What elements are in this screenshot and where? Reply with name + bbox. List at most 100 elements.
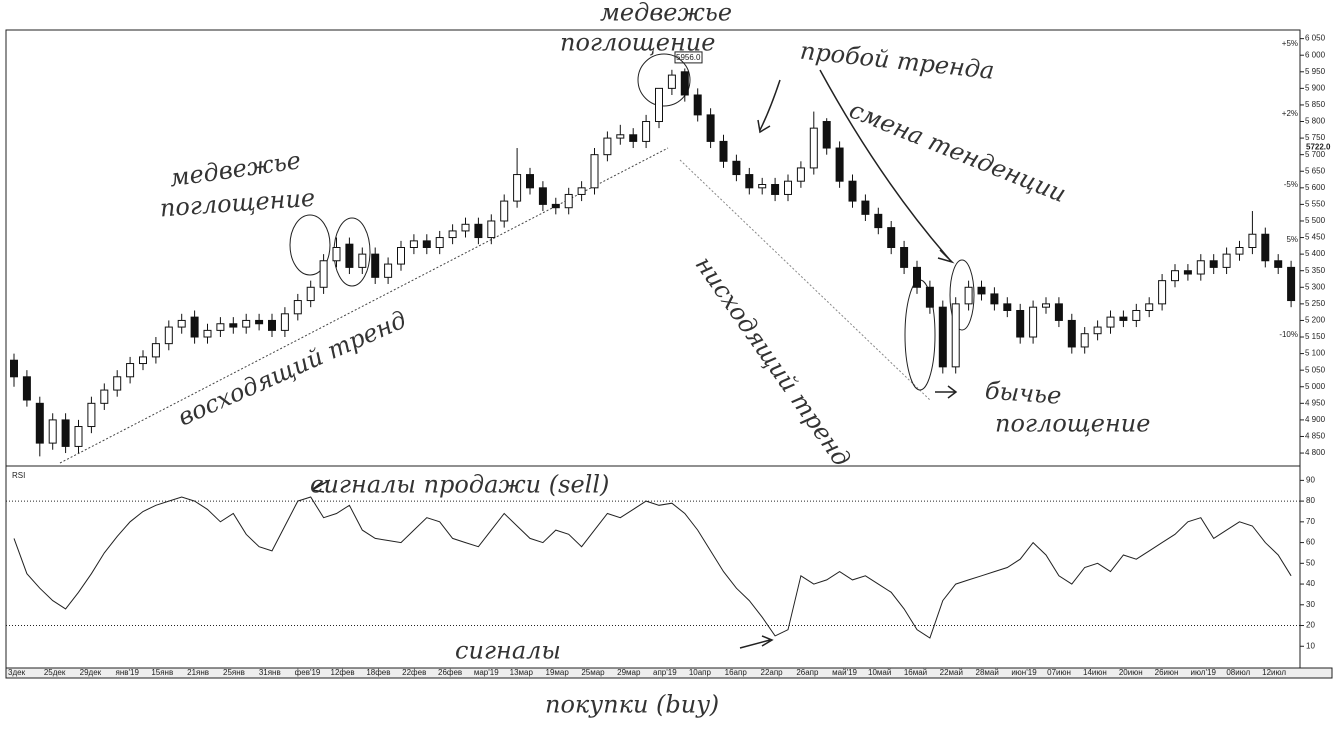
candle-body (732, 160, 741, 176)
candle-body (35, 402, 44, 444)
candle-body (925, 286, 934, 308)
y-tick-label: 50 (1306, 558, 1315, 567)
panel-title: RSI (12, 471, 25, 480)
candle-body (177, 319, 186, 328)
candle-body (113, 376, 122, 391)
candle-body (1080, 333, 1089, 348)
candle-body (1158, 280, 1167, 305)
y-tick-label: 4 900 (1305, 415, 1326, 424)
candle-body (229, 323, 238, 328)
x-tick-label: мар'19 (474, 668, 499, 677)
candle-body (345, 243, 354, 268)
candle-body (758, 184, 767, 189)
candle-body (964, 286, 973, 305)
candle-body (590, 154, 599, 189)
candle-body (1209, 260, 1218, 268)
x-tick-label: 31янв (259, 668, 281, 677)
candle-body (487, 220, 496, 239)
x-axis-bar (5, 667, 1333, 679)
candle-body (1183, 270, 1192, 275)
x-tick-label: 18фев (366, 668, 390, 677)
y-tick-label: 4 850 (1305, 432, 1326, 441)
candle-body (1016, 309, 1025, 338)
y-tick-label: 5 150 (1305, 332, 1326, 341)
x-tick-label: 10май (868, 668, 891, 677)
y-tick-label: 5 350 (1305, 266, 1326, 275)
circle-mark (637, 53, 691, 107)
pct-label: -5% (1284, 180, 1298, 189)
x-tick-label: 12фев (331, 668, 355, 677)
x-tick-label: 25дек (44, 668, 66, 677)
candle-body (500, 200, 509, 222)
candle-body (874, 213, 883, 229)
candle-body (384, 263, 393, 278)
candle-body (61, 419, 70, 447)
candle-body (268, 319, 276, 331)
candle-body (319, 260, 328, 288)
y-tick-label: 70 (1306, 517, 1315, 526)
candle-body (1029, 306, 1038, 338)
candle-body (1132, 309, 1141, 321)
y-tick-label: 5 750 (1305, 133, 1326, 142)
candle-body (397, 247, 405, 265)
candle-body (409, 240, 418, 249)
candle-body (371, 253, 380, 278)
annotation: смена тенденции (845, 96, 1070, 208)
candle-body (1067, 319, 1076, 348)
y-tick-label: 5 900 (1305, 83, 1326, 92)
circle-mark (289, 214, 331, 276)
candle-body (538, 187, 547, 205)
y-tick-label: 5 600 (1305, 183, 1326, 192)
y-tick-label: 40 (1306, 579, 1315, 588)
x-tick-label: 10апр (689, 668, 712, 677)
candle-body (1171, 270, 1179, 282)
candle-body (577, 187, 586, 195)
y-tick-label: 5 450 (1305, 233, 1326, 242)
x-tick-label: 26июн (1155, 668, 1179, 677)
x-tick-label: 29дек (80, 668, 102, 677)
x-tick-label: 12июл (1262, 668, 1286, 677)
candle-body (745, 174, 754, 189)
candle-body (203, 329, 212, 338)
y-tick-label: 5 950 (1305, 67, 1326, 76)
y-tick-label: 30 (1306, 600, 1315, 609)
candle-body (771, 184, 780, 195)
y-tick-label: 5 850 (1305, 100, 1326, 109)
candle-body (190, 316, 199, 338)
arrow (739, 635, 774, 649)
x-tick-label: 25мар (581, 668, 605, 677)
candle-body (1054, 303, 1063, 321)
candle-body (1093, 326, 1102, 335)
candle-body (1235, 247, 1244, 255)
candle-body (861, 200, 870, 215)
candle-body (1003, 303, 1012, 311)
y-tick-label: 4 800 (1305, 448, 1326, 457)
x-tick-label: 07июн (1047, 668, 1071, 677)
candle-body (680, 71, 689, 96)
x-tick-label: янв'19 (116, 668, 140, 677)
candle-body (332, 247, 341, 262)
candle-body (1274, 260, 1283, 268)
x-tick-label: 21янв (187, 668, 209, 677)
x-tick-label: 16май (904, 668, 927, 677)
pct-label: +5% (1282, 39, 1298, 48)
pct-label: 5% (1286, 235, 1298, 244)
y-tick-label: 5 300 (1305, 282, 1326, 291)
candle-body (74, 426, 83, 447)
x-tick-label: июл'19 (1191, 668, 1217, 677)
annotation: пробой тренда (799, 37, 996, 85)
x-tick-label: 22фев (402, 668, 426, 677)
last-price-label: 5722.0 (1306, 142, 1331, 151)
uptrend-line (59, 147, 669, 464)
candle-body (87, 402, 96, 428)
candle-body (655, 87, 663, 123)
x-tick-label: 26апр (796, 668, 819, 677)
x-tick-label: июн'19 (1011, 668, 1037, 677)
y-tick-label: 5 050 (1305, 365, 1326, 374)
arrow (935, 385, 958, 399)
y-tick-label: 60 (1306, 538, 1315, 547)
candle-body (448, 230, 457, 239)
candle-body (461, 223, 470, 232)
x-tick-label: 14июн (1083, 668, 1107, 677)
